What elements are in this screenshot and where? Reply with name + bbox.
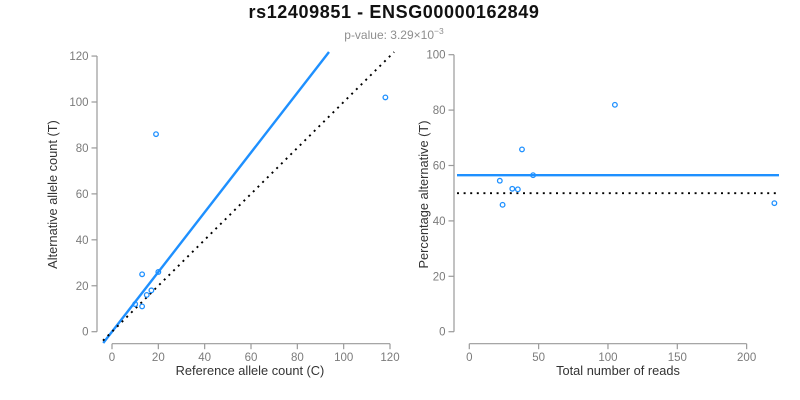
- y-tick-label: 100: [426, 50, 445, 62]
- data-point: [499, 201, 506, 208]
- x-tick-label: 60: [245, 352, 258, 364]
- y-axis-title: Percentage alternative (T): [416, 121, 431, 269]
- y-tick-label: 60: [76, 189, 89, 201]
- x-tick-label: 50: [532, 352, 545, 364]
- data-point: [155, 269, 162, 275]
- data-point: [771, 200, 778, 207]
- y-tick-label: 60: [433, 161, 446, 173]
- x-tick-label: 80: [291, 352, 304, 364]
- y-axis-title: Alternative allele count (T): [45, 120, 60, 269]
- data-point: [514, 186, 521, 193]
- x-tick-label: 0: [109, 352, 115, 364]
- x-tick-label: 20: [152, 352, 165, 364]
- y-tick-label: 20: [433, 271, 446, 283]
- p-value-exponent: −3: [434, 26, 444, 36]
- identity-line: [102, 51, 395, 342]
- p-value-subtitle: p-value: 3.29×10−3: [0, 25, 788, 42]
- x-tick-label: 40: [198, 352, 211, 364]
- data-point: [139, 271, 146, 278]
- x-axis-title: Total number of reads: [556, 363, 680, 378]
- x-tick-label: 100: [598, 352, 617, 364]
- y-tick-label: 0: [439, 327, 445, 339]
- y-tick-label: 20: [76, 281, 89, 293]
- x-tick-label: 120: [380, 352, 399, 364]
- y-tick-label: 0: [82, 327, 88, 339]
- data-point: [139, 303, 146, 310]
- y-tick-label: 40: [76, 235, 89, 247]
- figure-title: rs12409851 - ENSG00000162849: [248, 2, 540, 22]
- data-point: [519, 146, 525, 153]
- data-point: [382, 94, 389, 101]
- y-tick-label: 80: [433, 105, 446, 117]
- p-value-text: p-value: 3.29×10: [344, 28, 435, 42]
- x-tick-label: 0: [466, 352, 472, 364]
- figure-header: rs12409851 - ENSG00000162849 p-value: 3.…: [0, 2, 788, 42]
- y-tick-label: 100: [69, 97, 88, 109]
- data-point: [153, 131, 159, 138]
- y-tick-label: 40: [433, 216, 446, 228]
- x-tick-label: 100: [334, 352, 353, 364]
- data-point: [611, 101, 618, 108]
- y-tick-label: 120: [69, 51, 88, 63]
- data-point: [530, 172, 537, 179]
- y-tick-label: 80: [76, 143, 89, 155]
- x-axis-title: Reference allele count (C): [176, 363, 325, 378]
- data-point: [509, 185, 516, 192]
- data-point: [496, 177, 503, 184]
- left-scatter-panel: 0 20 40 60 80 100 120 0 20 40 60 80 100 120 Reference …: [45, 51, 400, 378]
- data-point: [143, 291, 150, 298]
- x-tick-label: 200: [737, 352, 756, 364]
- fitted-allelic-ratio-line: [102, 51, 330, 344]
- x-tick-label: 150: [668, 352, 687, 364]
- data-point: [148, 287, 155, 294]
- data-point: [132, 301, 139, 308]
